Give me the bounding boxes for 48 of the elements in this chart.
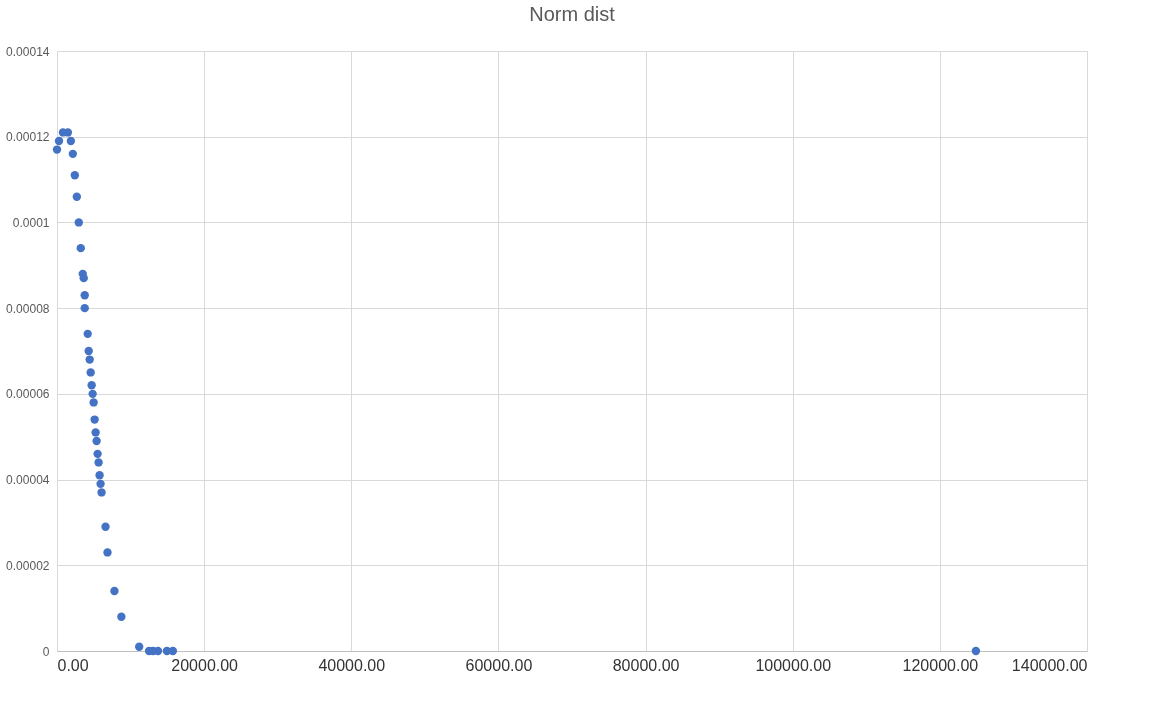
- point: [85, 355, 94, 364]
- point: [68, 149, 78, 159]
- x-tick-label: 80000.00: [612, 656, 680, 674]
- y-tick-label: 0.00002: [6, 558, 50, 573]
- x-tick-label: 0.00: [57, 656, 89, 674]
- point: [101, 522, 110, 531]
- point: [117, 612, 126, 621]
- point: [80, 303, 89, 313]
- point: [72, 192, 81, 201]
- y-tick-label: 0: [42, 644, 50, 659]
- x-tick-label: 120000.00: [902, 656, 979, 674]
- point: [52, 145, 62, 154]
- x-tick-label: 40000.00: [318, 656, 386, 674]
- point: [88, 389, 97, 399]
- point: [971, 646, 981, 656]
- point: [90, 415, 99, 424]
- point: [54, 136, 64, 146]
- point: [83, 329, 92, 339]
- point: [110, 586, 119, 596]
- point: [66, 136, 76, 146]
- y-tick-label: 0.00008: [6, 301, 50, 316]
- point: [97, 488, 106, 497]
- x-tick-label: 100000.00: [755, 656, 832, 674]
- chart-title: Norm dist: [529, 3, 616, 25]
- point: [103, 548, 112, 557]
- point: [93, 449, 102, 459]
- point: [94, 458, 103, 467]
- point: [89, 398, 98, 407]
- y-tick-label: 0.00004: [6, 473, 50, 488]
- x-tick-label: 60000.00: [465, 656, 533, 674]
- point: [95, 471, 104, 480]
- point: [84, 346, 93, 356]
- point: [86, 368, 95, 377]
- x-tick-label: 140000.00: [1011, 656, 1088, 674]
- y-tick-label: 0.0001: [12, 215, 50, 230]
- y-tick-label: 0.00006: [6, 387, 50, 402]
- point: [80, 291, 89, 300]
- point: [92, 436, 101, 446]
- point: [76, 243, 85, 253]
- y-tick-label: 0.00014: [6, 44, 50, 59]
- point: [135, 642, 144, 651]
- point: [87, 381, 96, 390]
- x-tick-label: 20000.00: [171, 656, 239, 674]
- point: [70, 171, 80, 180]
- point: [91, 428, 100, 437]
- y-tick-label: 0.00012: [6, 130, 50, 145]
- point: [74, 218, 83, 227]
- point: [96, 479, 105, 489]
